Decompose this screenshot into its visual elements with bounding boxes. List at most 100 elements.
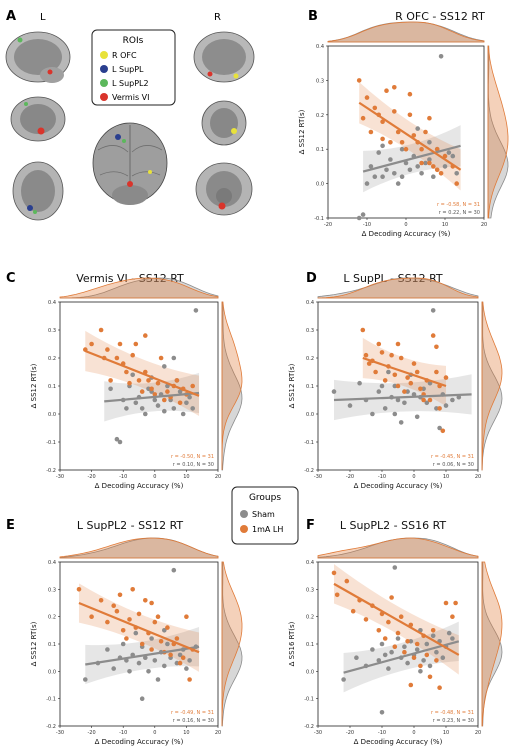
roi-legend-dot bbox=[100, 65, 108, 73]
data-point-sham bbox=[392, 171, 397, 176]
data-point-active bbox=[442, 153, 448, 159]
data-point-active bbox=[89, 614, 94, 619]
y-tick-label: 0.2 bbox=[316, 113, 324, 119]
right-density-sham bbox=[487, 45, 509, 219]
data-point-sham bbox=[162, 628, 167, 633]
stat-annotation-active: r = -0.50, N = 31 bbox=[171, 454, 214, 460]
data-point-sham bbox=[379, 710, 385, 715]
panel-label: C bbox=[6, 271, 16, 286]
data-point-active bbox=[139, 641, 145, 647]
data-point-active bbox=[395, 129, 401, 135]
regression-line-sham bbox=[333, 393, 472, 402]
y-tick-label: 0.4 bbox=[316, 44, 324, 50]
y-axis-label: Δ SS12 RT(s) bbox=[298, 109, 306, 154]
data-point-sham bbox=[162, 663, 167, 669]
x-tick-label: 10 bbox=[183, 474, 189, 480]
data-point-active bbox=[177, 660, 183, 666]
data-point-active bbox=[105, 619, 110, 625]
data-point-active bbox=[392, 644, 398, 649]
data-point-sham bbox=[380, 174, 385, 179]
x-tick-label: 0 bbox=[153, 730, 156, 736]
data-point-sham bbox=[446, 150, 452, 155]
data-point-sham bbox=[418, 669, 423, 674]
data-point-sham bbox=[440, 655, 446, 660]
data-point-sham bbox=[431, 174, 436, 179]
y-tick-label: 0.3 bbox=[48, 328, 56, 334]
roi-legend-dot bbox=[100, 51, 108, 59]
data-point-active bbox=[89, 341, 94, 347]
data-point-active bbox=[149, 647, 154, 652]
top-density-active bbox=[59, 537, 219, 559]
data-point-active bbox=[105, 347, 110, 352]
y-axis-label: Δ SS12 RT(s) bbox=[30, 363, 38, 408]
data-point-active bbox=[174, 378, 180, 383]
right-hemisphere-label: R bbox=[214, 12, 221, 23]
top-density-active bbox=[317, 277, 479, 299]
data-point-sham bbox=[389, 649, 394, 655]
data-point-sham bbox=[434, 649, 439, 655]
x-tick-label: 10 bbox=[183, 730, 189, 736]
stat-annotation-sham: r = 0.22, N = 30 bbox=[439, 210, 480, 216]
data-point-active bbox=[405, 639, 410, 644]
y-tick-label: 0.1 bbox=[316, 147, 324, 153]
right-density-active bbox=[481, 301, 503, 471]
data-point-active bbox=[389, 352, 394, 358]
data-point-active bbox=[399, 140, 405, 145]
data-point-active bbox=[117, 341, 123, 347]
data-point-active bbox=[168, 652, 173, 658]
roi-legend-dot bbox=[100, 79, 108, 87]
x-tick-label: 0 bbox=[412, 474, 415, 480]
data-point-sham bbox=[105, 647, 110, 652]
y-tick-label: 0.1 bbox=[48, 642, 56, 648]
data-point-sham bbox=[388, 157, 393, 162]
regression-line-sham bbox=[362, 144, 461, 173]
y-tick-label: 0.2 bbox=[306, 615, 314, 621]
data-point-active bbox=[430, 628, 436, 633]
data-point-active bbox=[149, 386, 154, 392]
data-point-sham bbox=[174, 660, 180, 666]
chart-title: Vermis VI - SS12 RT bbox=[76, 272, 184, 285]
y-tick-label: -0.1 bbox=[46, 697, 56, 703]
right-density-sham bbox=[481, 301, 503, 471]
data-point-sham bbox=[155, 677, 161, 682]
roi-legend-label: R OFC bbox=[112, 51, 137, 60]
data-point-active bbox=[424, 652, 430, 658]
data-point-sham bbox=[370, 411, 375, 417]
x-tick-label: -10 bbox=[119, 730, 127, 736]
x-axis-label: Δ Decoding Accuracy (%) bbox=[95, 738, 184, 746]
data-point-active bbox=[398, 355, 404, 361]
chart-title: L SupPL2 - SS16 RT bbox=[340, 519, 447, 532]
data-point-sham bbox=[187, 658, 192, 663]
data-point-active bbox=[133, 341, 139, 347]
data-point-sham bbox=[124, 406, 129, 411]
data-point-sham bbox=[386, 369, 391, 375]
x-tick-label: 10 bbox=[442, 222, 448, 228]
data-point-sham bbox=[193, 308, 199, 313]
brain-axial-left bbox=[12, 161, 64, 221]
data-point-active bbox=[143, 333, 148, 338]
data-point-active bbox=[117, 592, 123, 598]
right-density-sham bbox=[221, 561, 243, 727]
data-point-sham bbox=[117, 439, 123, 445]
stat-annotation-active: r = -0.48, N = 31 bbox=[431, 710, 474, 716]
roi-legend-title: ROIs bbox=[123, 36, 144, 46]
data-point-sham bbox=[155, 403, 161, 408]
data-point-active bbox=[162, 397, 167, 403]
data-point-sham bbox=[421, 386, 426, 392]
data-point-active bbox=[419, 146, 424, 152]
data-point-active bbox=[120, 628, 126, 633]
y-tick-label: -0.2 bbox=[46, 468, 56, 474]
data-point-active bbox=[146, 378, 151, 383]
data-point-sham bbox=[379, 383, 385, 389]
data-point-sham bbox=[370, 647, 375, 652]
data-point-active bbox=[384, 88, 389, 93]
y-tick-label: -0.2 bbox=[304, 468, 314, 474]
x-axis-label: Δ Decoding Accuracy (%) bbox=[354, 738, 443, 746]
y-tick-label: 0.2 bbox=[306, 356, 314, 362]
data-point-active bbox=[395, 630, 401, 636]
data-point-active bbox=[403, 146, 409, 152]
data-point-sham bbox=[162, 364, 167, 369]
data-point-sham bbox=[146, 669, 151, 674]
stat-annotation-sham: r = 0.23, N = 30 bbox=[433, 718, 474, 724]
